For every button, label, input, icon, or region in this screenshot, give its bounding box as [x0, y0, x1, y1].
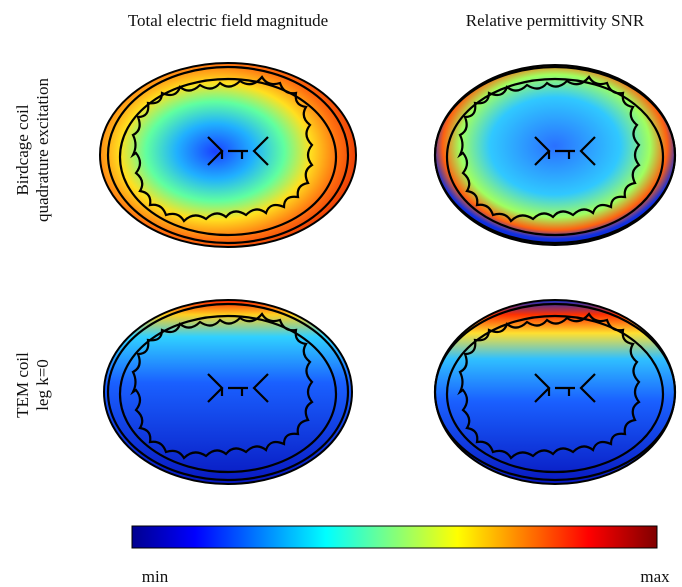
- colorbar-max-label: max: [640, 567, 670, 586]
- row-label: Birdcage coil quadrature excitation: [13, 78, 52, 222]
- row-label: TEM coil leg k=0: [13, 352, 52, 418]
- row-label-line: Birdcage coil: [13, 104, 32, 195]
- head-map: [433, 64, 677, 246]
- column-title: Total electric field magnitude: [128, 11, 328, 30]
- row-label-line: TEM coil: [13, 352, 32, 418]
- colorbar: [131, 525, 658, 549]
- row-label-line: leg k=0: [33, 359, 52, 411]
- head-map: [103, 299, 353, 485]
- row-label-line: quadrature excitation: [33, 78, 52, 222]
- colorbar-min-label: min: [142, 567, 169, 586]
- column-title: Relative permittivity SNR: [466, 11, 645, 30]
- head-map: [433, 299, 677, 485]
- head-map: [99, 62, 357, 248]
